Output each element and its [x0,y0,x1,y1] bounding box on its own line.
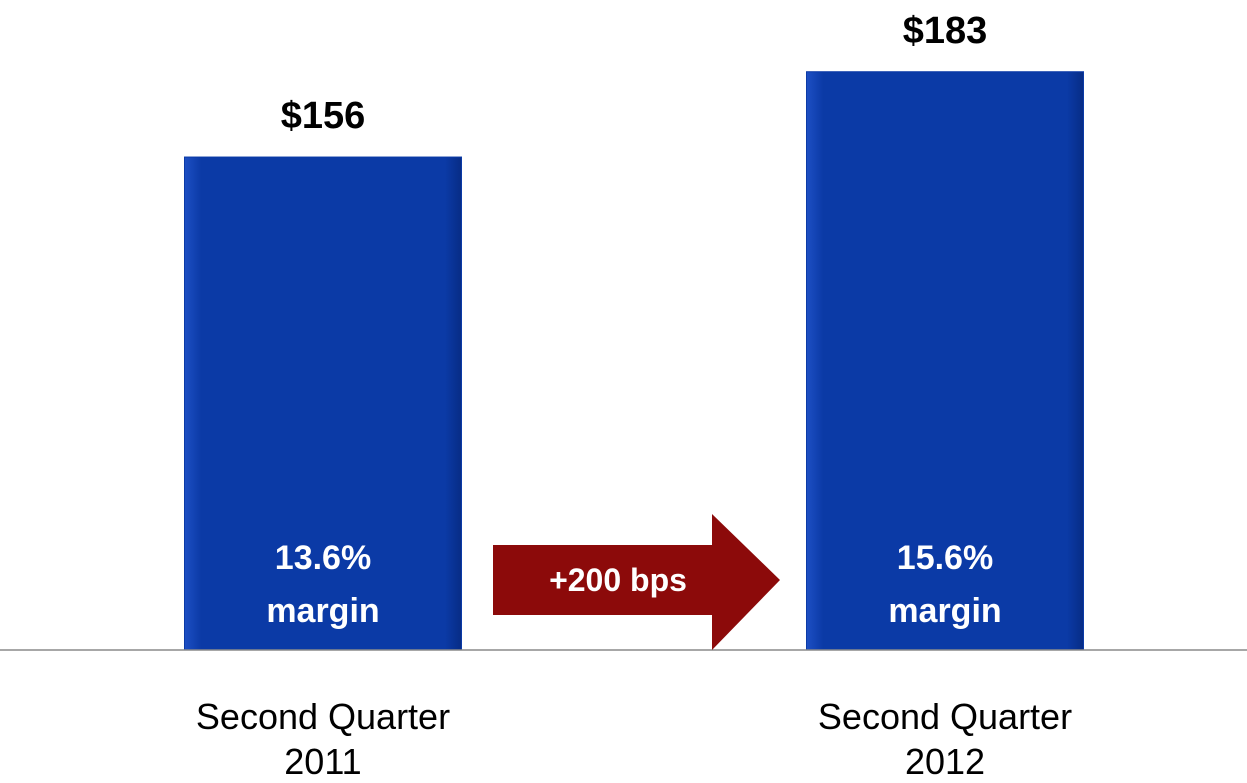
x-tick-label: Second Quarter 2011 [195,696,451,782]
value-label: $156 [280,95,366,138]
value-label: $183 [902,9,988,52]
bar-annotation: 15.6% margin [888,539,1002,630]
bar [806,71,1084,651]
bar-annotation: 13.6% margin [266,539,380,630]
bar [184,156,462,651]
arrow [493,514,780,650]
x-tick-label: Second Quarter 2012 [817,696,1073,782]
arrow-label: +200 bps [549,562,687,598]
